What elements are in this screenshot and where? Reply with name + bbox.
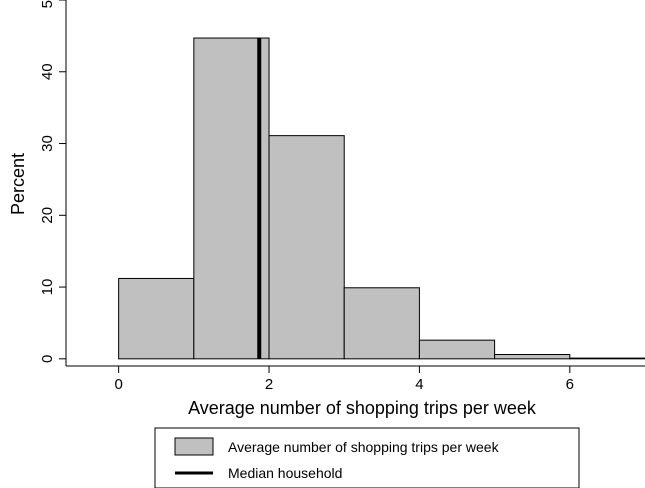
x-tick-label: 6 [566,376,574,393]
histogram-bar [569,357,645,360]
histogram-bar [343,287,420,360]
y-tick-label: 10 [39,279,56,296]
histogram-bars [118,37,645,360]
y-tick-label: 40 [39,63,56,80]
x-tick-label: 2 [265,376,273,393]
histogram-bar [118,277,195,360]
x-tick-label: 4 [415,376,423,393]
y-tick-label: 20 [39,207,56,224]
histogram-bar [494,354,571,360]
legend-box [154,427,580,488]
y-tick-label: 30 [39,135,56,152]
y-tick-label: 0 [39,355,56,363]
legend-bar-swatch [174,437,214,456]
legend-label-median: Median household [228,465,342,481]
x-tick-label: 0 [114,376,122,393]
histogram-bar [268,135,345,360]
y-ticks: 0 10 20 30 40 50 [39,0,66,363]
y-axis-title: Percent [8,153,28,215]
legend-label-histogram: Average number of shopping trips per wee… [228,439,500,455]
x-ticks: 0 2 4 6 [114,366,574,393]
histogram-bar [193,37,270,360]
histogram-bar [418,339,496,360]
x-axis-title: Average number of shopping trips per wee… [188,398,537,418]
y-tick-label: 50 [39,0,56,8]
legend: Average number of shopping trips per wee… [154,427,580,488]
